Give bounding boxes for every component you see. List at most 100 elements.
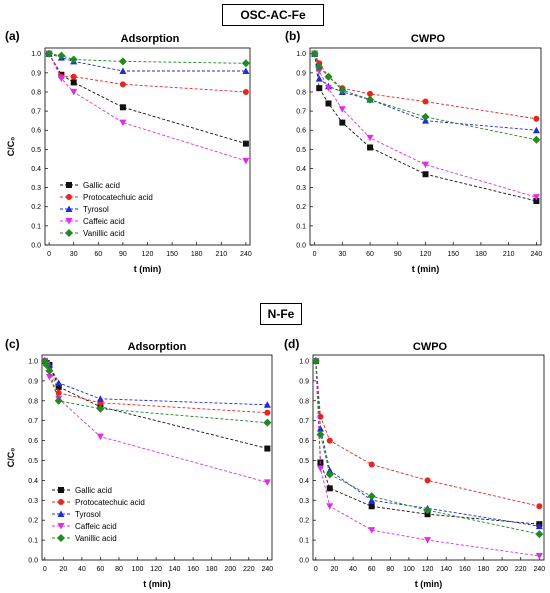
data-point-caffeic-acid — [57, 75, 65, 83]
data-point-caffeic-acid — [263, 479, 271, 486]
y-tick-label: 0.8 — [31, 89, 41, 96]
plot-frame — [312, 354, 545, 561]
section-title-n-fe: N-Fe — [260, 303, 302, 325]
x-tick-label: 80 — [115, 566, 123, 573]
data-point-vanillic-acid — [535, 530, 544, 539]
data-point-caffeic-acid — [96, 433, 104, 441]
data-point-vanillic-acid — [241, 59, 250, 68]
x-tick-label: 140 — [169, 566, 181, 573]
data-point-caffeic-acid — [338, 106, 346, 113]
y-tick-label: 1.0 — [299, 358, 309, 365]
section-title-osc-ac-fe: OSC-AC-Fe — [222, 4, 324, 26]
data-point-protocatechuic-acid — [533, 115, 540, 122]
y-tick-label: 0.5 — [299, 458, 309, 465]
data-point-protocatechuic-acid — [242, 88, 249, 95]
y-tick-label: 0.7 — [299, 418, 309, 425]
data-point-gallic-acid — [325, 100, 332, 107]
series-line-gallic-acid — [48, 53, 247, 145]
legend-entry: Protocatechuic acid — [83, 193, 153, 202]
y-tick-label: 0.1 — [296, 223, 306, 230]
data-point-vanillic-acid — [118, 57, 127, 66]
data-point-tyrosol — [535, 522, 543, 530]
data-point-tyrosol — [263, 401, 271, 408]
legend-marker — [66, 182, 72, 188]
series-line-tyrosol — [48, 53, 246, 72]
x-tick-label: 200 — [496, 566, 508, 573]
y-tick-label: 0.4 — [28, 478, 38, 485]
data-point-gallic-acid — [422, 171, 429, 178]
data-point-vanillic-acid — [532, 135, 541, 144]
legend-marker — [65, 218, 73, 225]
y-tick-label: 0.6 — [28, 438, 38, 445]
y-tick-label: 0.4 — [296, 166, 306, 173]
x-tick-label: 120 — [142, 251, 154, 258]
plot-frame — [41, 354, 273, 561]
data-point-vanillic-acid — [338, 86, 347, 95]
data-point-caffeic-acid — [366, 134, 374, 142]
series-line-tyrosol — [315, 360, 540, 527]
chart-panel-1: (a) Adsorption 0.0 0.1 0.2 0.3 0.4 0.5 0.6 0.7 0.8… — [5, 29, 252, 274]
data-point-protocatechuic-acid — [368, 461, 375, 468]
y-tick-label: 0.9 — [299, 378, 309, 385]
legend-entry: Gallic acid — [83, 181, 120, 190]
legend-marker — [57, 510, 65, 517]
panel-label: (b) — [285, 29, 300, 43]
data-point-caffeic-acid — [532, 194, 540, 201]
data-point-tyrosol — [242, 67, 250, 74]
y-tick-label: 0.3 — [31, 185, 41, 192]
data-point-vanillic-acid — [54, 396, 63, 405]
legend-entry: Tyrosol — [75, 510, 101, 519]
y-axis-label: C/C₀ — [6, 448, 16, 468]
series-line-vanillic-acid — [314, 53, 537, 141]
legend-marker — [57, 523, 65, 530]
series-line-protocatechuic-acid — [48, 53, 246, 93]
y-tick-label: 0.0 — [299, 558, 309, 565]
data-point-protocatechuic-acid — [424, 477, 431, 484]
y-tick-label: 0.7 — [28, 418, 38, 425]
data-point-gallic-acid — [264, 445, 271, 452]
data-point-caffeic-acid — [242, 157, 250, 165]
data-point-vanillic-acid — [57, 51, 66, 60]
series-line-protocatechuic-acid — [314, 53, 537, 120]
series-line-caffeic-acid — [315, 360, 540, 557]
series-line-protocatechuic-acid — [315, 360, 540, 507]
panel-label: (c) — [5, 337, 20, 351]
data-point-vanillic-acid — [315, 63, 324, 72]
x-tick-label: 180 — [206, 566, 218, 573]
data-point-gallic-acid — [55, 383, 62, 390]
chart-title: CWPO — [411, 33, 446, 45]
y-tick-label: 1.0 — [31, 51, 41, 58]
y-tick-label: 0.4 — [31, 166, 41, 173]
x-axis-label: t (min) — [415, 579, 443, 589]
data-point-protocatechuic-acid — [119, 81, 126, 88]
data-point-vanillic-acid — [423, 506, 432, 515]
legend: Gallic acid Protocatechuic acid Tyrosol Caf… — [52, 486, 145, 543]
data-point-vanillic-acid — [311, 356, 320, 365]
y-tick-label: 0.3 — [28, 498, 38, 505]
data-point-gallic-acid — [367, 144, 374, 151]
data-point-vanillic-acid — [263, 418, 272, 427]
y-tick-label: 0.0 — [31, 243, 41, 250]
y-tick-label: 0.3 — [299, 498, 309, 505]
x-tick-label: 80 — [386, 566, 394, 573]
x-tick-label: 90 — [394, 251, 402, 258]
x-tick-label: 20 — [331, 566, 339, 573]
x-tick-label: 240 — [240, 251, 252, 258]
data-point-protocatechuic-acid — [422, 98, 429, 105]
legend-marker — [57, 534, 65, 542]
data-point-protocatechuic-acid — [317, 413, 324, 420]
data-point-gallic-acid — [368, 503, 375, 510]
x-tick-label: 150 — [166, 251, 178, 258]
chart-title: Adsorption — [121, 33, 180, 45]
data-point-gallic-acid — [339, 119, 346, 126]
y-tick-label: 0.6 — [296, 128, 306, 135]
x-tick-label: 180 — [475, 251, 487, 258]
legend-entry: Vanillic acid — [83, 229, 125, 238]
x-tick-label: 220 — [515, 566, 527, 573]
data-point-tyrosol — [532, 126, 540, 134]
data-point-protocatechuic-acid — [70, 73, 77, 80]
data-point-protocatechuic-acid — [367, 90, 374, 97]
x-tick-label: 160 — [459, 566, 471, 573]
y-tick-label: 0.2 — [296, 204, 306, 211]
